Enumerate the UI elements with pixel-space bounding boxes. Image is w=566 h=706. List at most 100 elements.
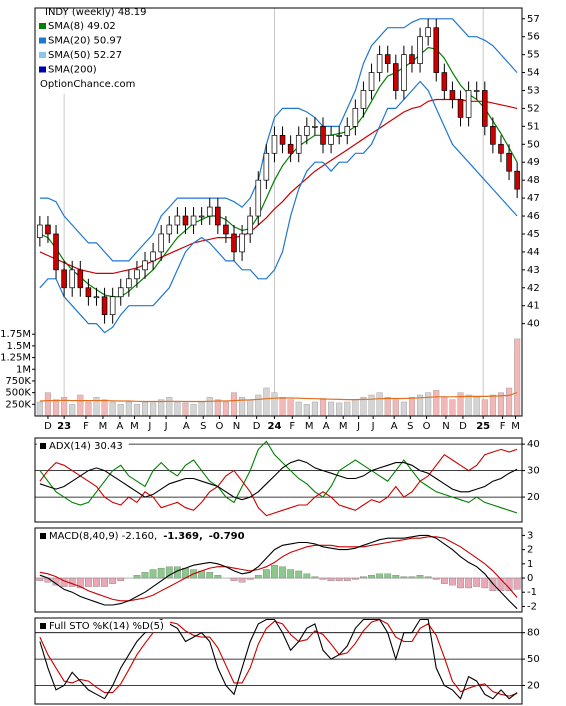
histogram-bar [36, 577, 44, 582]
y-tick-label: 50 [527, 654, 540, 665]
x-tick-label: M [130, 421, 139, 432]
volume-bar [400, 401, 407, 417]
histogram-bar [133, 575, 141, 579]
histogram-bar [254, 575, 262, 579]
volume-bar [408, 397, 416, 417]
x-tick-label: F [500, 421, 506, 432]
candle-body [465, 90, 472, 118]
y-tick-label: 41 [527, 301, 540, 312]
histogram-bar [440, 577, 448, 584]
volume-bar [473, 397, 480, 417]
indicator-line [39, 448, 518, 517]
histogram-bar [481, 577, 489, 589]
candle-body [53, 233, 59, 271]
candle-body [498, 143, 504, 154]
indicator-line [39, 618, 518, 697]
volume-bar [198, 401, 205, 417]
volume-bar [295, 401, 302, 417]
histogram-bar [513, 577, 521, 590]
y-tick-label: 47 [527, 193, 540, 204]
candle-body [393, 63, 399, 91]
histogram-bar [360, 576, 367, 579]
panel-border [34, 437, 523, 523]
histogram-bar [368, 575, 375, 579]
x-tick-label: D [253, 421, 261, 432]
volume-bar [69, 404, 76, 417]
volume-bar [441, 397, 448, 417]
candle-body [45, 224, 51, 235]
volume-bar [141, 401, 149, 417]
legend-label: SMA(8) 49.02 [48, 21, 116, 32]
y-tick-label: 40 [527, 439, 540, 450]
volume-bar [263, 387, 270, 417]
volume-bar [182, 402, 189, 417]
candle-body [223, 224, 229, 235]
y-tick-label: 45 [527, 229, 540, 240]
y-tick-label: 55 [527, 50, 540, 61]
x-tick-label: J [356, 421, 360, 432]
volume-bar [206, 397, 213, 417]
volume-bar [109, 401, 116, 417]
y-tick-label: 49 [527, 157, 540, 168]
y-tick-label: -2 [527, 601, 537, 612]
candle-body [271, 134, 278, 154]
y2-tick-label: 1M [16, 364, 31, 375]
y-tick-label: 1 [527, 559, 533, 570]
y2-tick-label: 250K [5, 399, 31, 410]
histogram-bar [287, 569, 295, 579]
indicator-line [39, 536, 518, 602]
candle-body [174, 215, 181, 226]
volume-bar [384, 397, 391, 417]
y2-tick-label: 500K [5, 388, 31, 399]
histogram-bar [505, 577, 513, 591]
volume-bar [481, 399, 488, 417]
candle-body [247, 215, 253, 235]
candle-body [158, 233, 164, 253]
volume-bar [214, 399, 221, 417]
candle-body [304, 126, 310, 136]
histogram-bar [343, 577, 351, 582]
volume-bar [311, 401, 318, 417]
y-tick-label: 50 [527, 139, 540, 150]
title-marker [40, 623, 46, 629]
volume-bar [85, 401, 92, 417]
histogram-bar [93, 577, 100, 587]
volume-bar [433, 390, 440, 417]
candle-body [134, 269, 140, 280]
histogram-bar [68, 577, 76, 587]
x-tick-label: O [216, 421, 224, 432]
x-tick-label: A [117, 421, 124, 432]
indicator-line [39, 98, 518, 274]
candle-body [514, 170, 520, 190]
y-tick-label: 57 [527, 14, 540, 25]
volume-bar [222, 401, 229, 417]
candle-body [198, 215, 205, 218]
candle-body [449, 90, 456, 100]
candle-body [457, 99, 464, 118]
x-tick-label: 25 [476, 421, 490, 432]
candle-body [279, 134, 286, 145]
volume-bar [53, 399, 60, 417]
candle-body [239, 233, 245, 253]
volume-bar [344, 401, 351, 417]
candle-body [360, 90, 367, 109]
histogram-bar [85, 577, 92, 587]
candle-body [263, 152, 270, 181]
legend-label: SMA(20) 50.97 [48, 36, 122, 47]
candle-body [320, 126, 326, 145]
histogram-bar [497, 577, 505, 591]
y-tick-label: 48 [527, 175, 540, 186]
title-marker [40, 533, 46, 539]
y2-tick-label: 1.5M [6, 341, 31, 352]
x-tick-label: F [83, 421, 89, 432]
x-tick-label: 24 [267, 421, 281, 432]
histogram-bar [109, 577, 117, 584]
histogram-bar [432, 577, 440, 580]
candle-body [215, 206, 221, 226]
candle-body [255, 179, 262, 217]
histogram-bar [76, 577, 84, 589]
chart-title: INDY (weekly) 48.19 [45, 7, 146, 18]
histogram-bar [214, 575, 222, 579]
candle-body [384, 54, 391, 64]
